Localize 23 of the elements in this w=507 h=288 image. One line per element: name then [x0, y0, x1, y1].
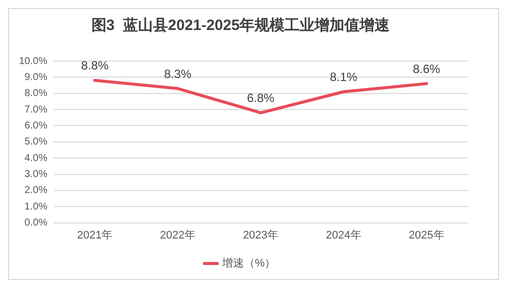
data-label: 8.8%: [81, 58, 109, 73]
y-tick-label: 4.0%: [24, 152, 48, 164]
x-tick-label: 2025年: [408, 229, 444, 242]
y-tick-label: 6.0%: [24, 120, 48, 132]
legend-label: 增速（%）: [220, 256, 276, 270]
x-tick-label: 2022年: [160, 229, 196, 242]
y-tick-label: 3.0%: [24, 169, 48, 180]
x-tick-label: 2021年: [77, 229, 113, 242]
data-label: 8.1%: [330, 70, 358, 84]
y-tick-label: 10.0%: [18, 56, 48, 67]
y-tick-label: 8.0%: [24, 88, 48, 100]
data-label: 8.3%: [164, 66, 192, 81]
y-tick-label: 9.0%: [24, 72, 48, 83]
y-tick-label: 2.0%: [24, 185, 48, 196]
data-label: 6.8%: [247, 91, 275, 106]
y-tick-label: 1.0%: [24, 201, 48, 212]
x-tick-label: 2023年: [242, 229, 278, 242]
y-tick-label: 0.0%: [24, 218, 48, 229]
y-tick-label: 5.0%: [24, 136, 48, 148]
chart-title: 图3 蓝山县2021-2025年规模工业增加值增速: [91, 17, 391, 34]
data-label: 8.6%: [412, 62, 441, 76]
y-tick-label: 7.0%: [24, 104, 48, 116]
x-tick-label: 2024年: [326, 229, 362, 242]
